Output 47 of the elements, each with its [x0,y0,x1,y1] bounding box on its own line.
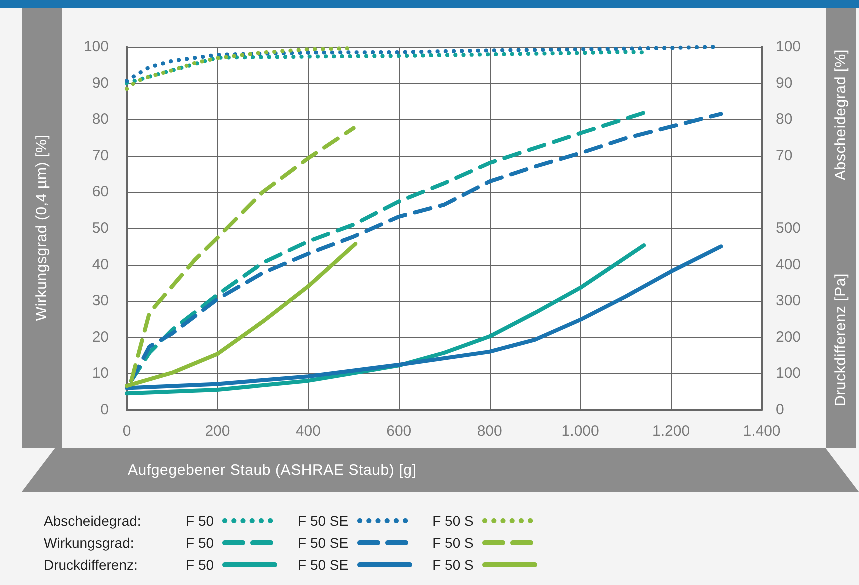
x-tick-label: 1.200 [652,423,690,440]
legend-label: F 50 S [432,535,474,551]
legend-label: F 50 S [432,513,474,529]
x-tick-label: 1.400 [743,423,781,440]
y-tick-label: 70 [92,147,109,164]
y-tick-label: 0 [100,402,109,418]
legend-label: F 50 [186,535,214,551]
y-tick-label: 50 [92,220,109,237]
x-axis-title: Aufgegebener Staub (ASHRAE Staub) [g] [127,462,418,479]
x-tick-label: 1.000 [562,423,600,440]
text: Wirkungsgrad: [44,535,136,551]
x-tick-label: 800 [477,423,502,440]
line-series [125,244,724,390]
y2-axis-title: Druckdifferenz [Pa] [832,274,850,406]
y-tick-label: 40 [92,256,109,274]
text: Abscheidegrad: [44,513,142,529]
y2-tick-label: 400 [776,256,802,274]
y-tick-label: 60 [92,184,109,201]
y3-axis-title: Abscheidegrad [%] [832,49,850,181]
y3-tick-label: 70 [776,147,793,164]
y3-tick-label: 80 [776,111,793,128]
text: Druckdifferenz: [44,557,139,573]
y2-tick-label: 100 [776,365,802,382]
y-tick-label: 90 [92,74,109,92]
y-tick-label: 30 [92,292,109,310]
legend-label: F 50 SE [298,557,349,573]
y2-tick-label: 300 [776,292,802,310]
legend-label: F 50 SE [298,535,349,551]
y3-tick-label: 100 [776,38,802,56]
line-series [125,244,646,396]
legend-label: F 50 S [432,557,474,573]
x-tick-label: 400 [296,423,321,440]
y2-tick-label: 500 [776,220,802,237]
y-tick-label: 80 [92,111,109,128]
y2-tick-label: 200 [776,328,802,346]
y-tick-label: 100 [84,38,109,56]
legend-label: F 50 SE [298,513,349,529]
legend-label: F 50 [186,557,214,573]
y-axis-title: Wirkungsgrad (0,4 µm) [%] [34,134,50,322]
y-tick-label: 10 [92,365,109,382]
x-tick-label: 200 [205,423,230,440]
legend-label: F 50 [186,513,214,529]
y-tick-label: 20 [92,328,109,346]
x-tick-label: 0 [122,423,132,440]
y2-tick-label: 0 [776,402,784,418]
y3-tick-label: 90 [776,74,793,92]
x-tick-label: 600 [386,423,412,440]
